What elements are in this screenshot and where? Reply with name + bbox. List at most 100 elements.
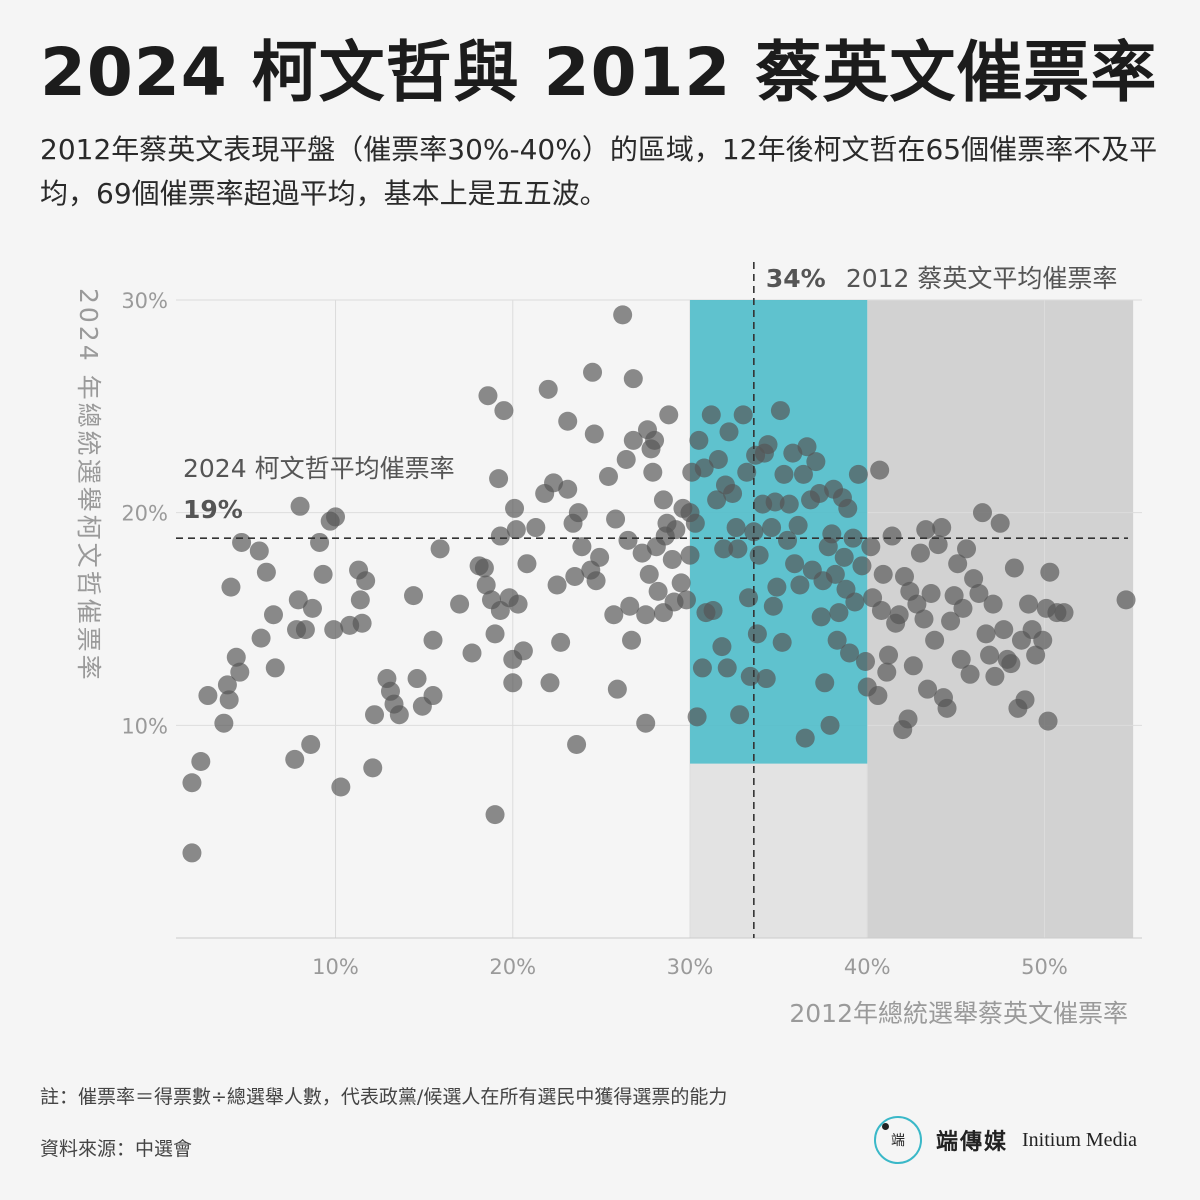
x-tick-label: 10%	[312, 955, 359, 979]
data-point	[313, 564, 333, 584]
data-point	[214, 713, 234, 733]
data-point	[622, 630, 642, 650]
data-point	[772, 632, 792, 652]
data-point	[620, 596, 640, 616]
data-point	[263, 605, 283, 625]
data-point	[790, 575, 810, 595]
data-point	[948, 554, 968, 574]
data-point	[606, 509, 626, 529]
data-point	[868, 686, 888, 706]
points-layer	[182, 305, 1136, 863]
data-point	[249, 541, 269, 561]
data-point	[508, 594, 528, 614]
data-point	[623, 369, 643, 389]
data-point	[861, 537, 881, 557]
data-point	[1116, 590, 1136, 610]
data-point	[985, 666, 1005, 686]
data-point	[840, 643, 860, 663]
data-point	[285, 749, 305, 769]
data-point	[485, 624, 505, 644]
data-point	[540, 673, 560, 693]
data-point	[916, 520, 936, 540]
data-point	[558, 411, 578, 431]
data-point	[918, 679, 938, 699]
data-point	[256, 562, 276, 582]
data-point	[969, 583, 989, 603]
data-point	[1040, 562, 1060, 582]
data-point	[517, 554, 537, 574]
data-point	[584, 424, 604, 444]
data-point	[719, 422, 739, 442]
data-point	[694, 458, 714, 478]
data-point	[873, 564, 893, 584]
data-point	[903, 656, 923, 676]
logo-dot-icon	[882, 1123, 889, 1130]
data-point	[653, 490, 673, 510]
brand-name-chinese: 端傳媒	[936, 1129, 1009, 1155]
data-point	[756, 669, 776, 689]
data-point	[513, 641, 533, 661]
data-point	[476, 575, 496, 595]
data-point	[636, 605, 656, 625]
data-point	[506, 520, 526, 540]
data-point	[827, 630, 847, 650]
data-point	[590, 547, 610, 567]
data-point	[662, 549, 682, 569]
y-tick-label: 10%	[121, 714, 168, 738]
data-point	[288, 590, 308, 610]
data-point	[356, 571, 376, 591]
data-point	[198, 686, 218, 706]
data-point	[1038, 711, 1058, 731]
data-point	[616, 450, 636, 469]
data-point	[953, 598, 973, 618]
data-point	[747, 624, 767, 644]
data-point	[1054, 603, 1074, 623]
data-point	[825, 564, 845, 584]
data-point	[604, 605, 624, 625]
data-point	[692, 658, 712, 678]
data-point	[632, 543, 652, 563]
data-point	[845, 592, 865, 612]
data-point	[462, 643, 482, 663]
data-point	[687, 707, 707, 727]
data-point	[941, 611, 961, 631]
data-point	[762, 518, 782, 538]
initium-logo-icon: 端	[874, 1116, 922, 1164]
data-point	[251, 628, 271, 648]
data-point	[423, 630, 443, 650]
data-point	[765, 492, 785, 512]
x-axis-title: 2012年總統選舉蔡英文催票率	[789, 999, 1128, 1028]
data-point	[879, 645, 899, 665]
data-point	[712, 637, 732, 657]
data-point	[728, 539, 748, 559]
data-source: 資料來源：中選會	[40, 1138, 193, 1160]
data-point	[226, 647, 246, 667]
data-point	[703, 600, 723, 620]
data-point	[290, 496, 310, 516]
data-point	[907, 594, 927, 614]
x-tick-label: 20%	[489, 955, 536, 979]
data-point	[928, 535, 948, 555]
data-point	[572, 537, 592, 557]
data-point	[423, 686, 443, 706]
data-point	[301, 734, 321, 754]
data-point	[898, 709, 918, 729]
brand-logo[interactable]: 端 端傳媒 Initium Media	[874, 1116, 1137, 1164]
data-point	[877, 662, 897, 682]
y-tick-label: 30%	[121, 289, 168, 313]
data-point	[404, 586, 424, 606]
data-point	[983, 594, 1003, 614]
data-point	[551, 632, 571, 652]
data-point	[1026, 645, 1046, 665]
data-point	[586, 571, 606, 591]
data-point	[737, 462, 757, 482]
data-point	[568, 503, 588, 523]
data-point	[450, 594, 470, 614]
data-point	[389, 705, 409, 725]
x-tick-label: 40%	[844, 955, 891, 979]
data-point	[636, 713, 656, 733]
data-point	[265, 658, 285, 678]
data-point	[1019, 594, 1039, 614]
data-point	[1001, 654, 1021, 674]
data-point	[914, 609, 934, 629]
